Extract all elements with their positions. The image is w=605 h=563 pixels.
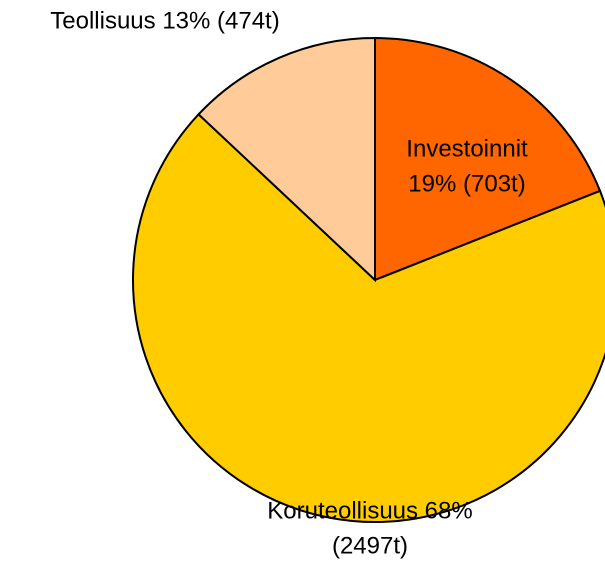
pie-slice <box>374 36 602 282</box>
pie-slice <box>197 36 376 283</box>
slice-label: Teollisuus 13% (474t) <box>50 7 279 34</box>
pie-slice <box>132 112 605 523</box>
slice-label: 19% (703t) <box>408 170 525 197</box>
slice-label: Investoinnit <box>406 135 528 162</box>
slice-label: Koruteollisuus 68% <box>267 497 472 524</box>
slice-label: (2497t) <box>332 532 408 559</box>
